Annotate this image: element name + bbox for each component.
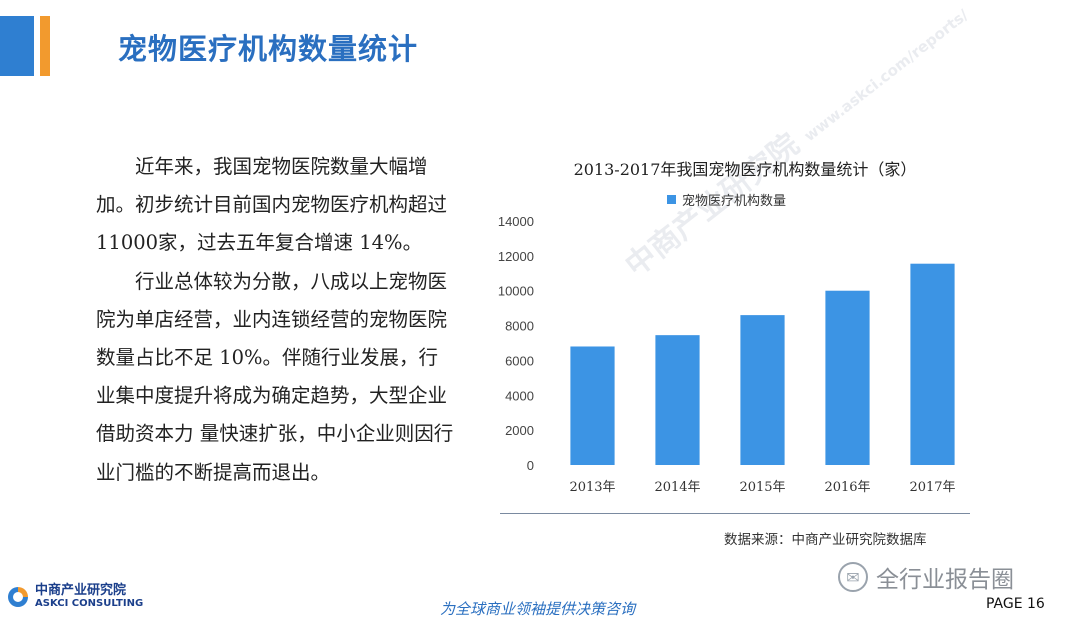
bar [910, 263, 955, 465]
y-tick-label: 12000 [498, 249, 534, 264]
x-tick-label: 2017年 [909, 480, 955, 495]
bar [655, 335, 700, 465]
legend-label: 宠物医疗机构数量 [682, 194, 787, 209]
x-tick-label: 2016年 [824, 480, 870, 495]
wechat-tag: ✉ 全行业报告圈 [838, 560, 1014, 594]
chart-title: 2013-2017年我国宠物医疗机构数量统计（家） [573, 160, 917, 179]
y-tick-label: 10000 [498, 284, 534, 299]
bar [825, 290, 870, 465]
page-title: 宠物医疗机构数量统计 [118, 32, 419, 66]
x-tick-label: 2013年 [569, 480, 615, 495]
wechat-label: 全行业报告圈 [876, 567, 1014, 593]
accent-bar-blue [0, 16, 34, 76]
y-tick-label: 8000 [505, 319, 534, 334]
data-source: 数据来源：中商产业研究院数据库 [724, 532, 927, 548]
accent-bar-orange [40, 16, 50, 76]
page-number: PAGE 16 [986, 596, 1045, 612]
y-tick-label: 2000 [505, 423, 534, 438]
y-tick-label: 4000 [505, 388, 534, 403]
paragraph-2: 行业总体较为分散，八成以上宠物医院为单店经营，业内连锁经营的宠物医院数量占比不足… [96, 269, 454, 484]
x-tick-label: 2015年 [739, 480, 785, 495]
footer-divider [500, 513, 970, 514]
chart-plot: 0 2000 4000 6000 8000 10000 12000 14000 2013年 201… [498, 214, 956, 495]
watermark-url: www.askci.com/reports/ [800, 5, 972, 146]
chart-legend: 宠物医疗机构数量 [667, 190, 786, 209]
bar-chart: 2013-2017年我国宠物医疗机构数量统计（家） 宠物医疗机构数量 0 2000… [495, 148, 995, 520]
x-tick-label: 2014年 [654, 480, 700, 495]
paragraph-1: 近年来，我国宠物医院数量大幅增加。初步统计目前国内宠物医疗机构超过11000家，… [96, 155, 448, 255]
y-tick-label: 6000 [505, 353, 534, 368]
logo-name-en: ASKCI CONSULTING [35, 598, 144, 609]
wechat-icon: ✉ [838, 562, 868, 592]
footer-slogan: 为全球商业领袖提供决策咨询 [440, 600, 636, 618]
legend-swatch [667, 195, 676, 204]
bar [570, 346, 615, 465]
logo-icon [8, 586, 28, 607]
y-tick-label: 14000 [498, 214, 534, 229]
body-text: 近年来，我国宠物医院数量大幅增加。初步统计目前国内宠物医疗机构超过11000家，… [96, 148, 456, 492]
bar [740, 315, 785, 465]
logo-name-cn: 中商产业研究院 [35, 583, 127, 598]
y-tick-label: 0 [527, 458, 534, 473]
company-logo: 中商产业研究院 ASKCI CONSULTING [6, 583, 143, 610]
